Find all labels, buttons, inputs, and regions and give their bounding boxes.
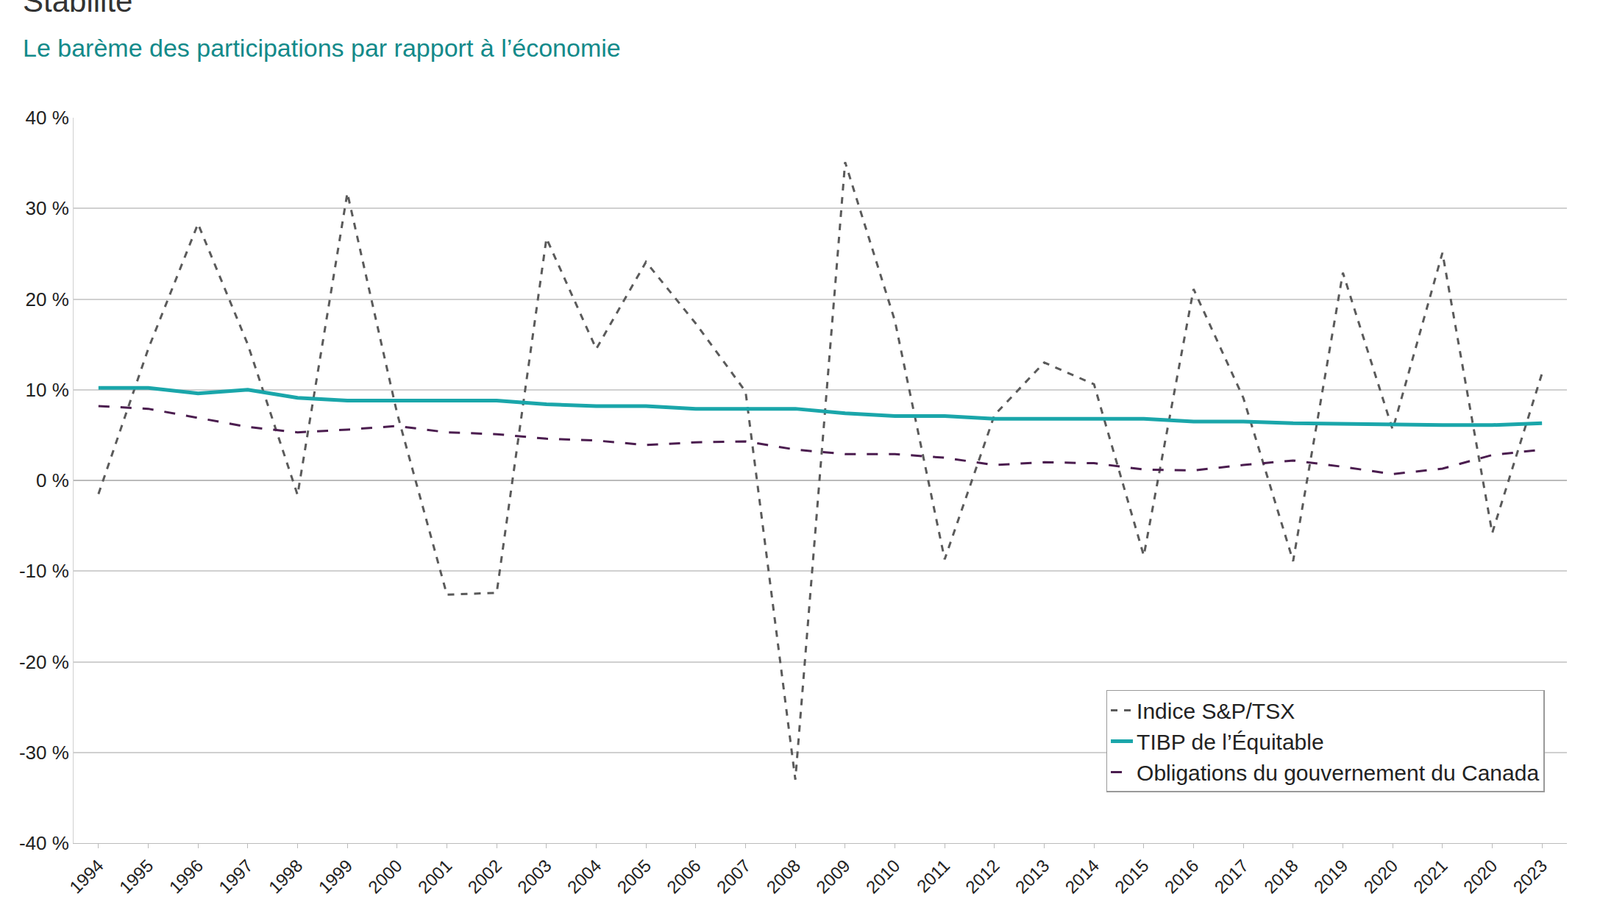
svg-text:1997: 1997 — [214, 855, 257, 898]
svg-text:Indice S&P/TSX: Indice S&P/TSX — [1136, 698, 1295, 724]
svg-text:2021: 2021 — [1409, 855, 1452, 898]
svg-text:1995: 1995 — [115, 855, 158, 898]
svg-text:2018: 2018 — [1260, 855, 1303, 898]
svg-text:1999: 1999 — [314, 855, 357, 898]
svg-text:2008: 2008 — [762, 855, 805, 898]
svg-text:TIBP de l’Équitable: TIBP de l’Équitable — [1136, 729, 1325, 755]
svg-text:30 %: 30 % — [25, 197, 70, 220]
svg-text:-10 %: -10 % — [19, 559, 70, 582]
svg-text:-40 %: -40 % — [19, 832, 70, 855]
svg-text:40 %: 40 % — [25, 106, 70, 129]
svg-text:1994: 1994 — [65, 855, 108, 898]
svg-text:Stabilité: Stabilité — [22, 0, 133, 19]
svg-text:2000: 2000 — [364, 855, 407, 898]
svg-text:2006: 2006 — [662, 855, 705, 898]
svg-text:2023: 2023 — [1508, 855, 1551, 898]
svg-text:-20 %: -20 % — [19, 651, 70, 674]
svg-text:Obligations du gouvernement du: Obligations du gouvernement du Canada — [1136, 760, 1539, 785]
svg-text:20 %: 20 % — [25, 288, 70, 311]
svg-text:2016: 2016 — [1160, 855, 1203, 898]
svg-text:2020: 2020 — [1459, 855, 1502, 898]
svg-text:2014: 2014 — [1060, 855, 1103, 898]
svg-text:2003: 2003 — [513, 855, 556, 898]
svg-text:2012: 2012 — [961, 855, 1004, 898]
svg-text:2010: 2010 — [862, 855, 905, 898]
svg-text:2001: 2001 — [414, 855, 457, 898]
svg-text:2011: 2011 — [912, 855, 955, 897]
svg-text:0 %: 0 % — [36, 469, 70, 492]
svg-text:2017: 2017 — [1210, 855, 1253, 898]
svg-text:1996: 1996 — [164, 855, 207, 898]
svg-text:2019: 2019 — [1310, 855, 1353, 898]
svg-text:-30 %: -30 % — [19, 741, 70, 764]
svg-text:2005: 2005 — [612, 855, 655, 898]
svg-text:2015: 2015 — [1110, 855, 1153, 898]
svg-text:1998: 1998 — [264, 855, 307, 898]
svg-text:2009: 2009 — [812, 855, 855, 898]
svg-text:2020: 2020 — [1359, 855, 1402, 898]
svg-text:Le barème des participations p: Le barème des participations par rapport… — [22, 33, 621, 62]
svg-text:10 %: 10 % — [25, 378, 70, 401]
svg-text:2004: 2004 — [563, 855, 606, 898]
svg-text:2007: 2007 — [712, 855, 755, 898]
svg-text:2002: 2002 — [463, 855, 506, 898]
svg-text:2013: 2013 — [1011, 855, 1054, 898]
